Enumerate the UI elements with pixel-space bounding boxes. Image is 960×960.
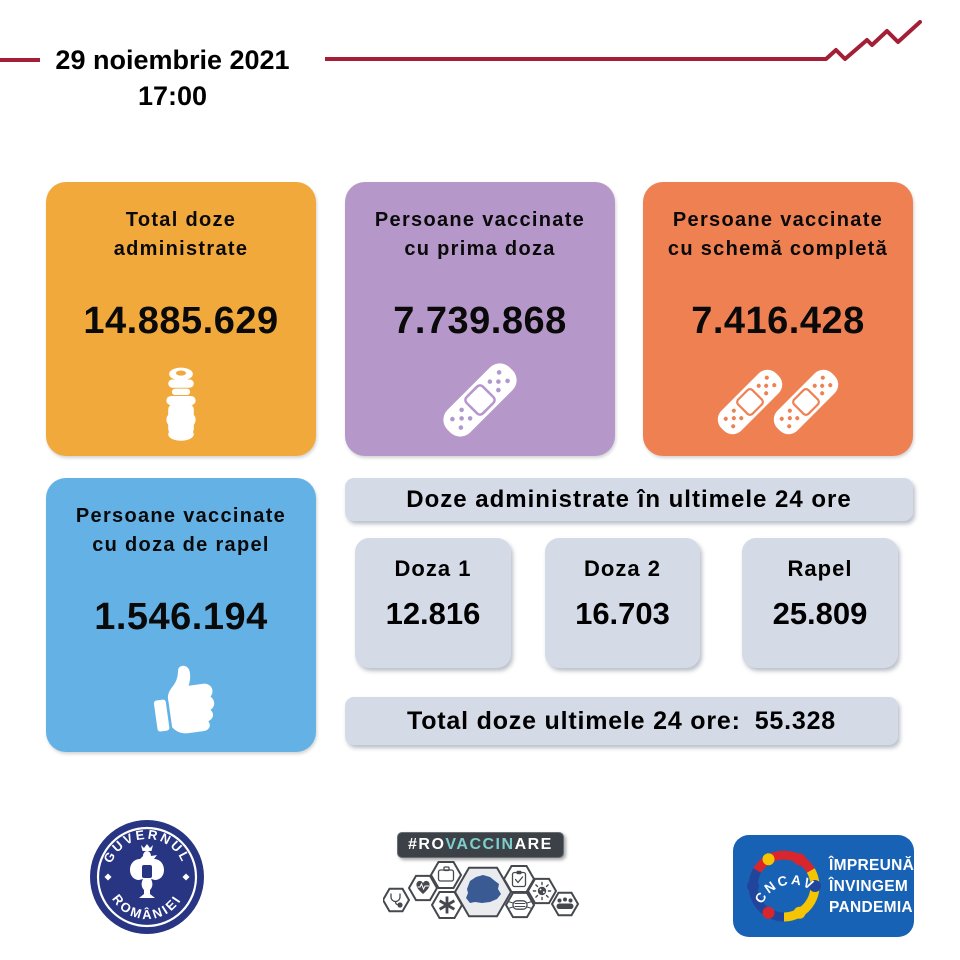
total-24h-value: 55.328 — [754, 706, 836, 735]
card-total-doses: Total doze administrate 14.885.629 — [46, 182, 316, 456]
card-title: Persoane vaccinate cu doza de rapel — [75, 505, 287, 556]
total-24h-label: Total doze ultimele 24 ore: — [407, 706, 741, 735]
total-doses-value: 14.885.629 — [83, 300, 279, 342]
card-first-dose: Persoane vaccinate cu prima doza 7.739.8… — [345, 182, 615, 456]
cncav-logo: CNCAV ÎMPREUNĂ ÎNVINGEM PANDEMIA — [733, 835, 914, 937]
dose1-label: Doza 1 — [394, 556, 472, 581]
report-time: 17:00 — [137, 81, 208, 111]
last-24h-title: Doze administrate în ultimele 24 ore — [345, 478, 913, 521]
bandage-icon — [345, 352, 615, 448]
red-accent-line-left — [0, 58, 40, 62]
cncav-emblem-icon: CNCAV — [747, 850, 821, 922]
card-booster-dose: Persoane vaccinate cu doza de rapel 1.54… — [46, 478, 316, 752]
report-date: 29 noiembrie 2021 — [55, 45, 290, 75]
government-of-romania-logo: GUVERNUL ROMÂNIEI — [90, 820, 204, 934]
card-full-scheme: Persoane vaccinate cu schemă completă 7.… — [643, 182, 913, 456]
total-24h-bar: Total doze ultimele 24 ore: 55.328 — [345, 697, 898, 745]
booster-24h-card: Rapel 25.809 — [742, 538, 898, 668]
booster-value: 25.809 — [772, 596, 868, 631]
romania-map-icon — [466, 875, 501, 903]
report-datetime: 29 noiembrie 2021 17:00 — [45, 42, 300, 114]
rovaccinare-banner: #ROVACCINARE — [397, 832, 564, 858]
card-title: Total doze administrate — [113, 209, 249, 260]
face-mask-icon — [512, 900, 528, 910]
thumbs-up-icon — [46, 652, 316, 744]
dose2-24h-card: Doza 2 16.703 — [545, 538, 700, 668]
cncav-slogan: ÎMPREUNĂ ÎNVINGEM PANDEMIA — [829, 857, 915, 916]
dose2-value: 16.703 — [575, 596, 670, 631]
last-24h-panel: Doze administrate în ultimele 24 ore Doz… — [345, 478, 913, 752]
people-group-icon — [556, 897, 574, 909]
card-title: Persoane vaccinate cu prima doza — [374, 209, 586, 260]
double-bandage-icon — [643, 352, 913, 448]
dose2-label: Doza 2 — [584, 556, 661, 581]
booster-label: Rapel — [787, 556, 853, 581]
trend-line-icon — [325, 20, 922, 61]
rovaccinare-logo: #ROVACCINARE — [383, 832, 588, 934]
coat-of-arms-eagle-icon — [130, 844, 164, 898]
virus-icon — [532, 881, 552, 901]
vaccine-vial-icon — [46, 364, 316, 448]
booster-dose-value: 1.546.194 — [94, 596, 268, 638]
rovaccinare-hexagon-cluster — [383, 861, 580, 919]
first-dose-value: 7.739.868 — [393, 300, 567, 342]
card-title: Persoane vaccinate cu schemă completă — [667, 209, 889, 260]
full-scheme-value: 7.416.428 — [691, 300, 865, 342]
dose1-24h-card: Doza 1 12.816 — [355, 538, 511, 668]
star-of-life-icon — [438, 896, 456, 914]
dose1-value: 12.816 — [385, 596, 481, 631]
